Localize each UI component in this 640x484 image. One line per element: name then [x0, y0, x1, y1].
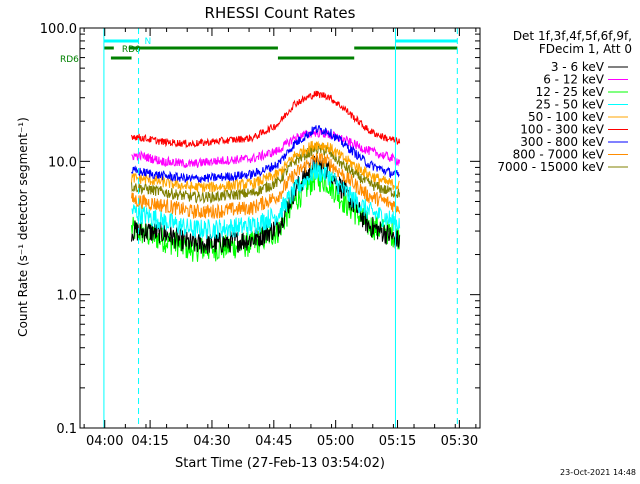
rd6-flag-label: RD6	[60, 55, 79, 65]
legend-label-8: 7000 - 15000 keV	[497, 160, 604, 174]
y-tick-label: 1.0	[56, 289, 77, 304]
series-line-1	[131, 127, 401, 169]
n-flag-label: N	[145, 37, 152, 47]
series-line-3	[131, 161, 401, 239]
plot-layer: N RD0 RD6	[60, 28, 458, 428]
series-line-6	[131, 125, 400, 183]
x-axis-label: Start Time (27-Feb-13 03:54:02)	[175, 456, 385, 471]
legend-label-7: 800 - 7000 keV	[513, 148, 605, 162]
series-line-5	[131, 90, 401, 149]
x-tick-label: 05:00	[317, 434, 354, 449]
chart-title: RHESSI Count Rates	[205, 4, 356, 22]
x-tick-label: 04:00	[86, 434, 123, 449]
legend-label-0: 3 - 6 keV	[551, 60, 605, 74]
y-axis-label: Count Rate (s⁻¹ detector segment⁻¹)	[16, 117, 30, 337]
x-tick-label: 04:30	[193, 434, 230, 449]
y-tick-label: 0.1	[56, 422, 77, 437]
y-tick-label: 100.0	[40, 22, 77, 37]
legend: Det 1f,3f,4f,5f,6f,9f, FDecim 1, Att 0 3…	[497, 29, 632, 174]
legend-label-6: 300 - 800 keV	[520, 135, 604, 149]
plot-frame	[79, 27, 481, 429]
x-tick-label: 04:15	[131, 434, 168, 449]
x-tick-label: 05:15	[379, 434, 416, 449]
series-line-8	[131, 142, 401, 204]
y-tick-label: 10.0	[48, 155, 77, 170]
axes-layer: 100.0 10.0 1.0 0.1 04:00 04:15 04:30 04:45 05:00…	[40, 22, 480, 449]
series-line-4	[131, 140, 400, 193]
legend-label-1: 6 - 12 keV	[543, 73, 605, 87]
legend-label-2: 12 - 25 keV	[536, 85, 605, 99]
legend-label-3: 25 - 50 keV	[536, 98, 605, 112]
rd0-flag-label: RD0	[122, 45, 141, 55]
series-line-7	[131, 152, 401, 219]
legend-label-5: 100 - 300 keV	[520, 123, 604, 137]
legend-label-4: 50 - 100 keV	[528, 110, 605, 124]
footer-timestamp: 23-Oct-2021 14:48	[560, 468, 636, 477]
legend-header-line-1: Det 1f,3f,4f,5f,6f,9f,	[513, 29, 632, 43]
legend-header-line-2: FDecim 1, Att 0	[539, 42, 632, 56]
x-tick-label: 05:30	[441, 434, 478, 449]
x-tick-label: 04:45	[255, 434, 292, 449]
